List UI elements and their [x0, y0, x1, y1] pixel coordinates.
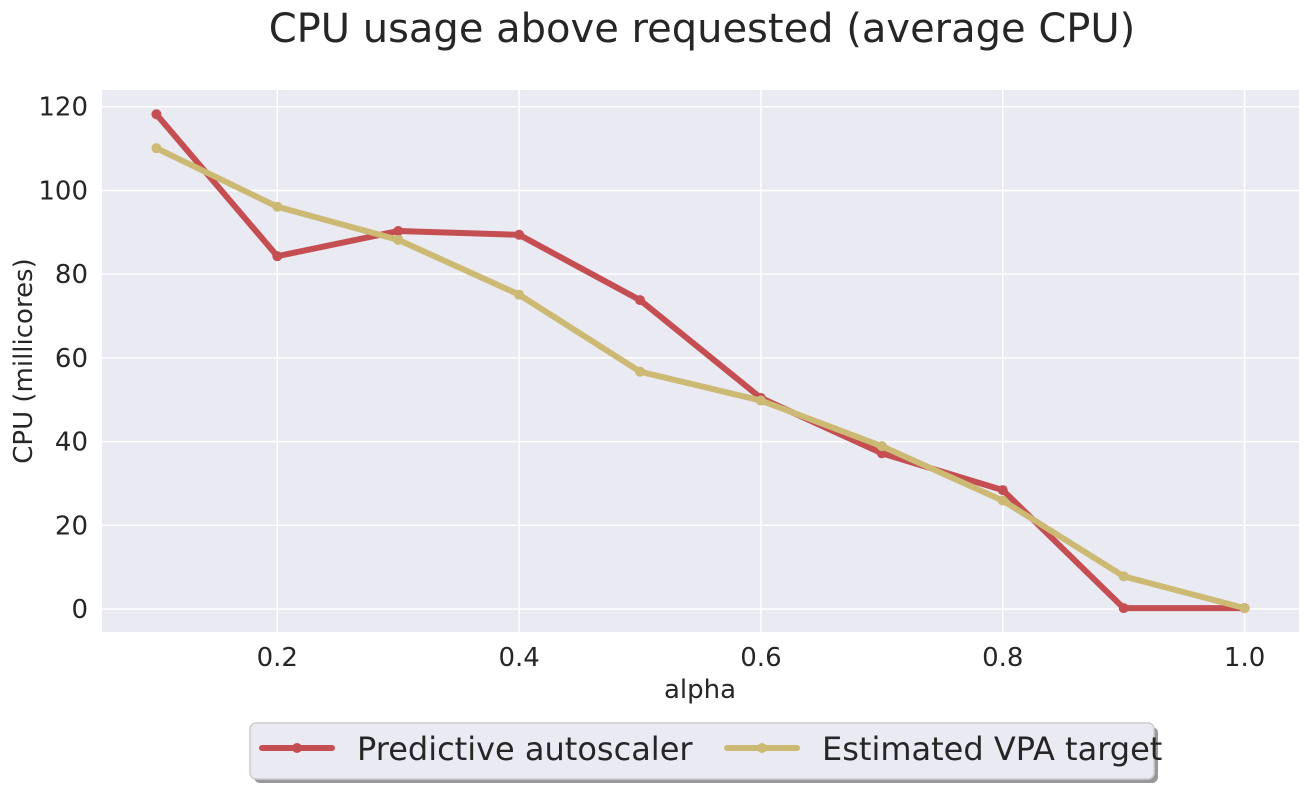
x-tick-label: 0.8	[982, 643, 1023, 673]
data-point	[272, 251, 283, 262]
y-tick-label: 60	[55, 344, 88, 374]
data-point	[393, 226, 404, 237]
y-tick-label: 100	[38, 176, 88, 206]
y-axis-label: CPU (millicores)	[9, 258, 39, 464]
plot-area	[102, 90, 1299, 632]
data-point	[997, 485, 1008, 496]
y-tick-label: 80	[55, 260, 88, 290]
chart-title: CPU usage above requested (average CPU)	[269, 6, 1136, 52]
data-point	[272, 201, 283, 212]
y-axis-ticks: 0 20 40 60 80 100 120	[38, 93, 88, 625]
x-axis-label: alpha	[664, 675, 736, 705]
legend-label: Estimated VPA target	[822, 730, 1162, 768]
legend: Predictive autoscaler Estimated VPA targe…	[249, 722, 1162, 783]
legend-marker	[757, 743, 767, 753]
x-tick-label: 0.6	[740, 643, 781, 673]
legend-label: Predictive autoscaler	[357, 730, 693, 768]
data-point	[635, 366, 646, 377]
data-point	[1118, 603, 1129, 614]
x-tick-label: 1.0	[1224, 643, 1265, 673]
y-tick-label: 0	[71, 595, 88, 625]
data-point	[151, 109, 162, 120]
x-tick-label: 0.2	[257, 643, 298, 673]
data-point	[1239, 603, 1250, 614]
data-point	[1118, 571, 1129, 582]
series-line	[153, 111, 1248, 612]
data-point	[514, 229, 525, 240]
data-point	[997, 495, 1008, 506]
data-point	[635, 295, 646, 306]
legend-marker	[292, 743, 302, 753]
data-point	[393, 234, 404, 245]
series-line	[153, 145, 1248, 612]
x-tick-label: 0.4	[498, 643, 539, 673]
grid-lines	[102, 90, 1299, 632]
data-point	[755, 395, 766, 406]
data-point	[876, 448, 887, 459]
y-tick-label: 120	[38, 93, 88, 123]
data-point	[876, 441, 887, 452]
legend-box	[249, 722, 1155, 780]
x-axis-ticks: 0.2 0.4 0.6 0.8 1.0	[257, 643, 1266, 673]
legend-item: Predictive autoscaler	[259, 730, 693, 768]
y-tick-label: 20	[55, 511, 88, 541]
series-layer	[151, 109, 1250, 614]
data-point	[514, 289, 525, 300]
series-2	[151, 143, 1250, 614]
y-tick-label: 40	[55, 428, 88, 458]
data-point	[151, 143, 162, 154]
legend-item: Estimated VPA target	[724, 730, 1162, 768]
